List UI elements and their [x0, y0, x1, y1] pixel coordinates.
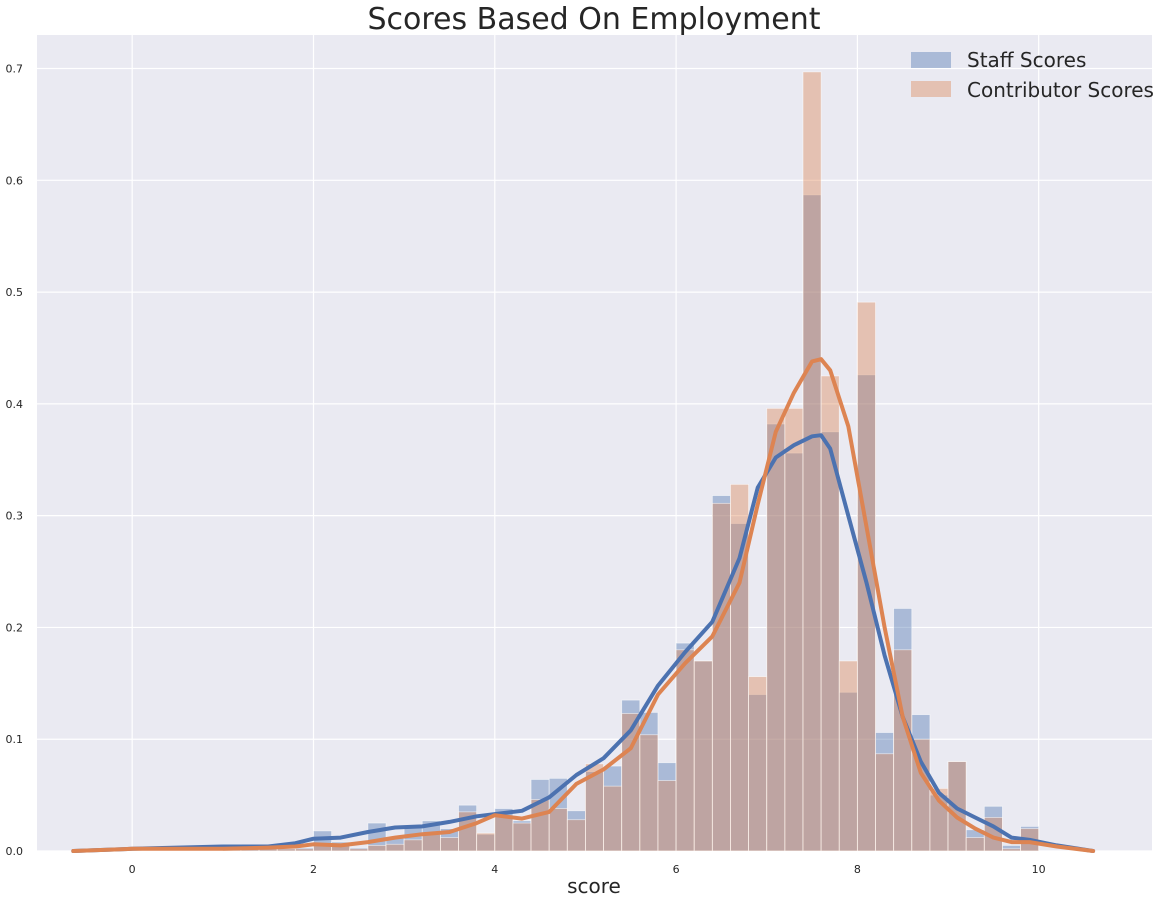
- histogram-bar: [476, 832, 496, 852]
- histogram-bar: [439, 837, 459, 852]
- y-tick-label: 0.3: [6, 510, 24, 523]
- y-tick-label: 0.1: [6, 733, 24, 746]
- histogram-bar: [838, 660, 858, 852]
- legend-label-staff: Staff Scores: [967, 48, 1086, 72]
- histogram-bar: [512, 822, 532, 852]
- histogram-bar: [548, 808, 568, 852]
- histogram-bar: [603, 785, 623, 852]
- y-tick-label: 0.0: [6, 845, 24, 858]
- histogram-bar: [965, 837, 985, 852]
- x-tick-label: 2: [310, 863, 317, 876]
- x-tick-label: 0: [129, 863, 136, 876]
- histogram-bar: [784, 407, 804, 852]
- tick-labels: 0 2 4 6 8 10 0.0 0.1 0.2 0.3 0.4 0.5 0.6 0.7: [6, 63, 1046, 876]
- x-tick-label: 4: [491, 863, 498, 876]
- histogram-bar: [748, 676, 768, 852]
- histogram-bar: [639, 734, 659, 852]
- y-tick-label: 0.7: [6, 63, 24, 76]
- legend-swatch-contributor: [911, 81, 951, 97]
- bar-series-1: [222, 71, 1040, 852]
- kde-curves: [71, 357, 1096, 853]
- histogram-bar: [349, 848, 369, 852]
- histogram-bar: [403, 839, 423, 852]
- histogram-bar: [875, 753, 895, 852]
- legend: Staff Scores Contributor Scores: [911, 48, 1154, 102]
- histogram-bar: [566, 819, 586, 852]
- plot-area: [37, 35, 1152, 851]
- x-tick-label: 6: [673, 863, 680, 876]
- y-tick-label: 0.4: [6, 398, 24, 411]
- histogram-bar: [530, 799, 550, 852]
- histogram-bar: [711, 502, 731, 852]
- histogram-bar: [421, 833, 441, 852]
- chart-title: Scores Based On Employment: [367, 2, 820, 37]
- histogram-bar: [693, 660, 713, 852]
- legend-swatch-staff: [911, 52, 951, 68]
- histogram-bar: [802, 71, 822, 852]
- y-tick-label: 0.2: [6, 621, 24, 634]
- legend-label-contributor: Contributor Scores: [967, 78, 1154, 102]
- histogram-bar: [367, 845, 387, 852]
- x-tick-label: 8: [854, 863, 861, 876]
- histogram-bar: [657, 780, 677, 852]
- kde-line-series-0: [71, 433, 1096, 853]
- histogram-bar: [730, 483, 750, 852]
- histogram-bar: [675, 649, 695, 852]
- histogram-bar: [458, 811, 478, 852]
- histogram-bar: [294, 848, 314, 852]
- histogram-bar: [1002, 848, 1021, 852]
- histogram-bar: [766, 407, 786, 852]
- kde-line-series-1: [71, 357, 1096, 853]
- y-tick-label: 0.5: [6, 286, 24, 299]
- x-tick-label: 10: [1032, 863, 1046, 876]
- y-tick-label: 0.6: [6, 174, 24, 187]
- histogram-bar: [385, 843, 405, 852]
- x-axis-label: score: [567, 874, 621, 898]
- histogram-bar: [494, 815, 514, 852]
